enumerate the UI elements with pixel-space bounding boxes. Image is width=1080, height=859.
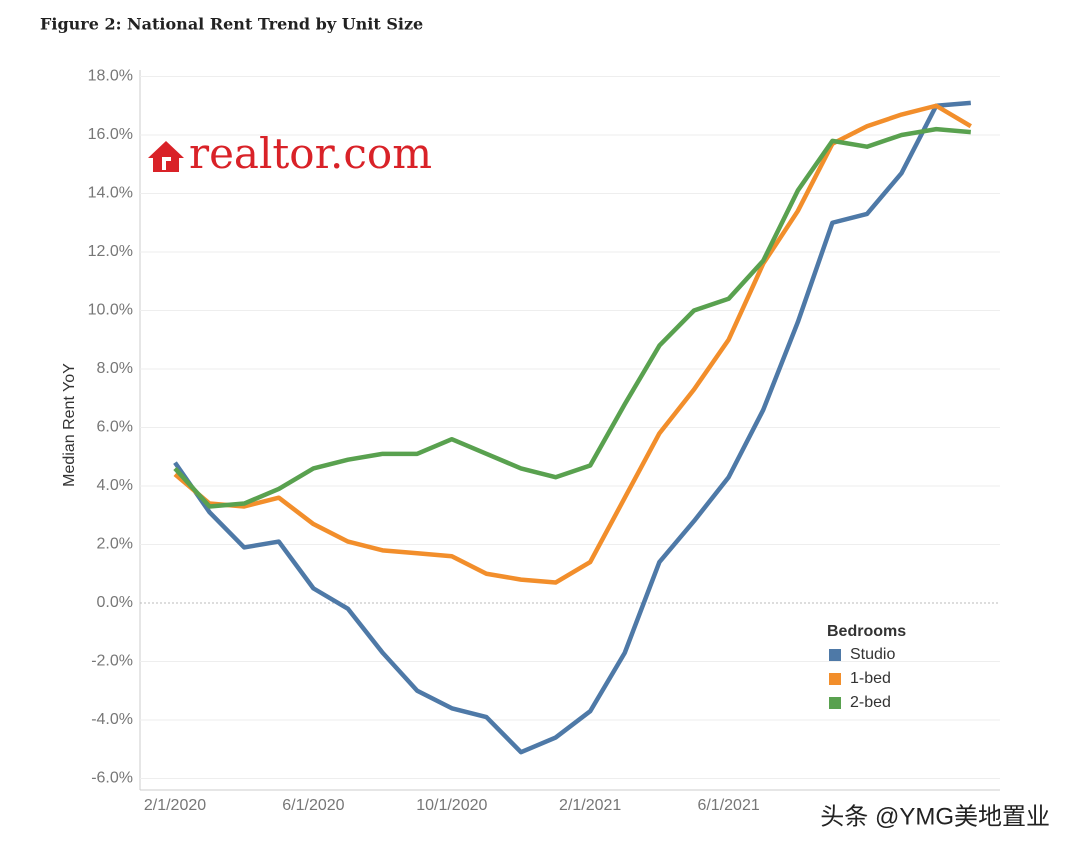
- y-tick-label: 12.0%: [88, 243, 133, 260]
- legend-swatch: [829, 673, 841, 685]
- legend-title: Bedrooms: [827, 623, 906, 640]
- y-tick-label: -2.0%: [91, 653, 133, 670]
- x-tick-label: 6/1/2020: [282, 797, 344, 814]
- x-tick-label: 2/1/2021: [559, 797, 621, 814]
- y-tick-label: 18.0%: [88, 68, 133, 85]
- legend-label: 1-bed: [850, 670, 891, 687]
- line: [173, 126, 971, 509]
- x-tick-label: 2/1/2020: [144, 797, 206, 814]
- y-tick-label: -6.0%: [91, 770, 133, 787]
- legend-label: Studio: [850, 646, 895, 663]
- y-tick-label: 4.0%: [97, 477, 133, 494]
- y-tick-label: 14.0%: [88, 185, 133, 202]
- y-tick-label: 6.0%: [97, 419, 133, 436]
- y-tick-label: 0.0%: [97, 594, 133, 611]
- y-axis-label: Median Rent YoY: [61, 363, 78, 487]
- x-tick-label: 10/1/2020: [416, 797, 487, 814]
- y-tick-label: 8.0%: [97, 360, 133, 377]
- y-tick-label: 2.0%: [97, 536, 133, 553]
- legend-label: 2-bed: [850, 694, 891, 711]
- y-tick-label: -4.0%: [91, 711, 133, 728]
- x-tick-label: 6/1/2021: [697, 797, 759, 814]
- logo: realtor.com: [189, 129, 432, 178]
- line: [173, 100, 971, 755]
- watermark: 头条 @YMG美地置业: [820, 803, 1050, 830]
- chart-title: Figure 2: National Rent Trend by Unit Si…: [40, 15, 423, 34]
- y-tick-label: 10.0%: [88, 302, 133, 319]
- y-tick-label: 16.0%: [88, 126, 133, 143]
- legend-swatch: [829, 697, 841, 709]
- logo-icon: [148, 141, 184, 172]
- legend-swatch: [829, 649, 841, 661]
